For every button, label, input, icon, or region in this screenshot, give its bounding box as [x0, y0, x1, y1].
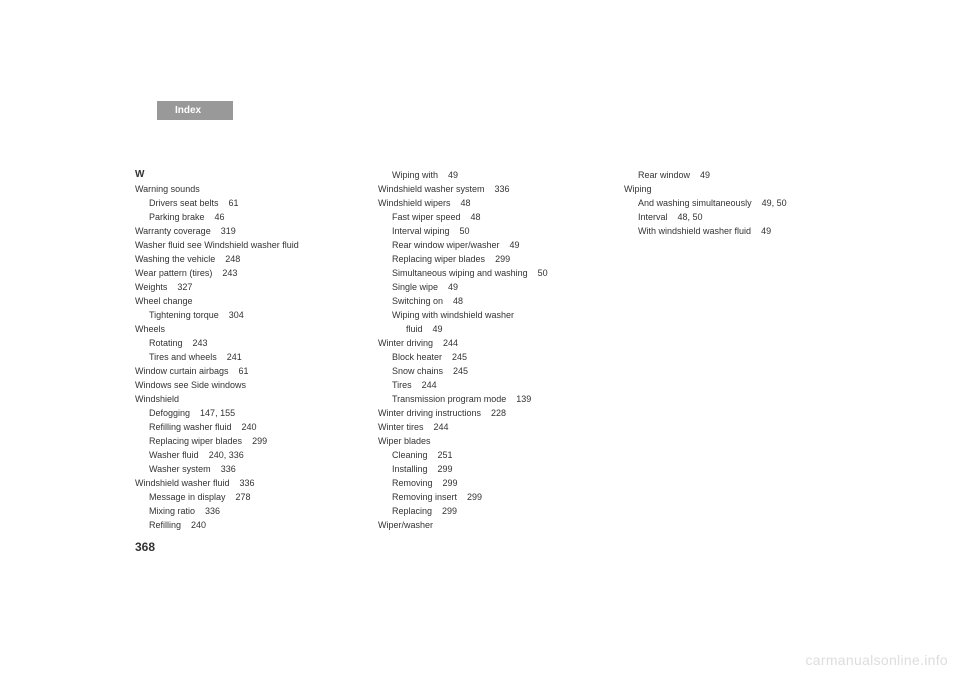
index-subentry: Tires and wheels241 — [135, 350, 350, 364]
index-subentry: Removing299 — [378, 476, 596, 490]
index-entry: Warning sounds — [135, 182, 350, 196]
index-subentry: Fast wiper speed48 — [378, 210, 596, 224]
index-subentry: Simultaneous wiping and washing50 — [378, 266, 596, 280]
index-subentry: Refilling washer fluid240 — [135, 420, 350, 434]
index-subentry: Mixing ratio336 — [135, 504, 350, 518]
index-entry: Washer fluid see Windshield washer fluid — [135, 238, 350, 252]
index-entry: Wiping — [624, 182, 839, 196]
index-entry: Wear pattern (tires)243 — [135, 266, 350, 280]
index-entry: Windows see Side windows — [135, 378, 350, 392]
index-entry: Wheel change — [135, 294, 350, 308]
index-entry: Window curtain airbags61 — [135, 364, 350, 378]
index-entry: Weights327 — [135, 280, 350, 294]
index-column-1: W Warning sounds Drivers seat belts61 Pa… — [135, 168, 350, 532]
index-entry: Windshield washer system336 — [378, 182, 596, 196]
index-subentry: Message in display278 — [135, 490, 350, 504]
index-subentry: Installing299 — [378, 462, 596, 476]
watermark-text: carmanualsonline.info — [806, 652, 949, 668]
index-entry: Windshield washer fluid336 — [135, 476, 350, 490]
index-subentry: Replacing wiper blades299 — [135, 434, 350, 448]
index-subentry: Snow chains245 — [378, 364, 596, 378]
index-subentry: Tightening torque304 — [135, 308, 350, 322]
index-subentry: Single wipe49 — [378, 280, 596, 294]
index-entry: Wiper blades — [378, 434, 596, 448]
index-subentry: With windshield washer fluid49 — [624, 224, 839, 238]
index-subentry: Rear window wiper/washer49 — [378, 238, 596, 252]
index-subentry: Replacing wiper blades299 — [378, 252, 596, 266]
index-entry: Wheels — [135, 322, 350, 336]
index-column-2: Wiping with49 Windshield washer system33… — [378, 168, 596, 532]
index-entry: Windshield wipers48 — [378, 196, 596, 210]
index-subentry: Washer system336 — [135, 462, 350, 476]
index-subentry: Block heater245 — [378, 350, 596, 364]
index-column-3: Rear window49 Wiping And washing simulta… — [624, 168, 839, 532]
index-subentry: Rear window49 — [624, 168, 839, 182]
index-entry: Winter driving244 — [378, 336, 596, 350]
page-content: Index W Warning sounds Drivers seat belt… — [135, 100, 855, 532]
index-subentry: Tires244 — [378, 378, 596, 392]
index-entry: Wiper/washer — [378, 518, 596, 532]
index-entry: Winter tires244 — [378, 420, 596, 434]
index-subentry: Defogging147, 155 — [135, 406, 350, 420]
index-subentry: Wiping with49 — [378, 168, 596, 182]
index-entry: Warranty coverage319 — [135, 224, 350, 238]
index-subentry: Switching on48 — [378, 294, 596, 308]
index-entry: Washing the vehicle248 — [135, 252, 350, 266]
index-subentry: Interval wiping50 — [378, 224, 596, 238]
index-subentry: Interval48, 50 — [624, 210, 839, 224]
index-subentry: Washer fluid240, 336 — [135, 448, 350, 462]
index-subentry: And washing simultaneously49, 50 — [624, 196, 839, 210]
index-subentry: Drivers seat belts61 — [135, 196, 350, 210]
index-subentry: Rotating243 — [135, 336, 350, 350]
index-subentry: Cleaning251 — [378, 448, 596, 462]
index-entry: Winter driving instructions228 — [378, 406, 596, 420]
section-tab: Index — [157, 101, 233, 120]
index-subentry: Removing insert299 — [378, 490, 596, 504]
index-entry: Windshield — [135, 392, 350, 406]
index-columns: W Warning sounds Drivers seat belts61 Pa… — [135, 168, 855, 532]
page-number: 368 — [135, 540, 155, 554]
index-subentry: Replacing299 — [378, 504, 596, 518]
index-subentry: Transmission program mode139 — [378, 392, 596, 406]
index-subentry: Parking brake46 — [135, 210, 350, 224]
index-letter: W — [135, 168, 350, 182]
index-subentry-continued: fluid49 — [378, 322, 596, 336]
index-subentry: Wiping with windshield washer — [378, 308, 596, 322]
index-subentry: Refilling240 — [135, 518, 350, 532]
